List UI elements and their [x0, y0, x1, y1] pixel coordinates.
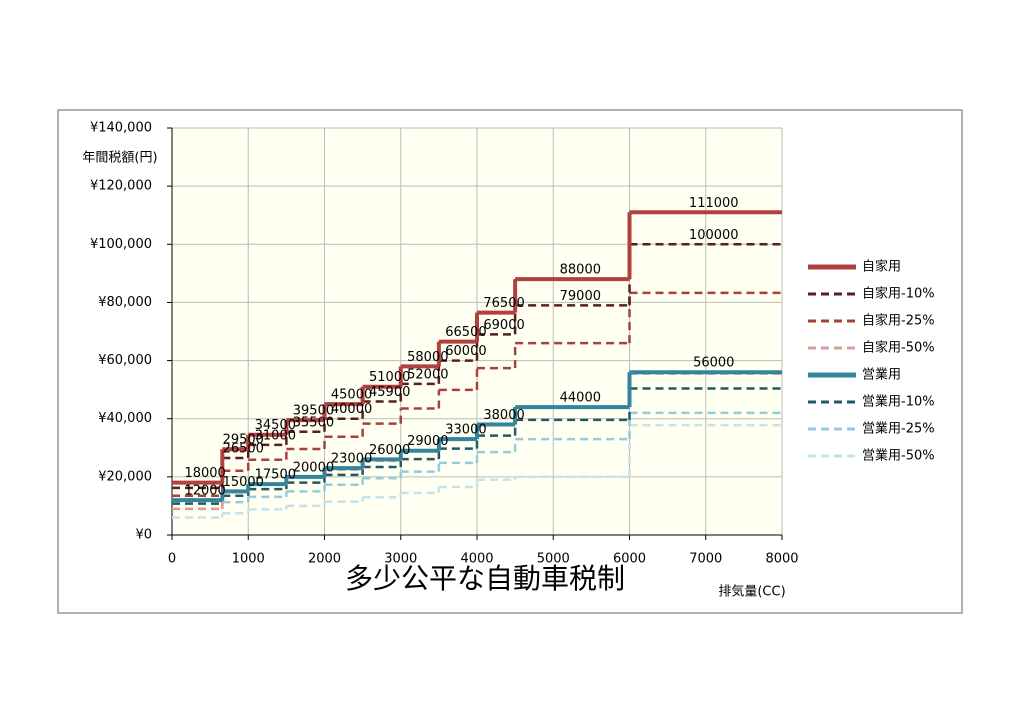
data-label: 26000	[369, 443, 410, 458]
data-label: 58000	[407, 350, 448, 365]
data-label: 23000	[331, 452, 372, 467]
data-label: 56000	[693, 356, 734, 371]
data-label: 88000	[560, 263, 601, 278]
data-label: 69000	[483, 318, 524, 333]
y-axis-title: 年間税額(円)	[82, 151, 157, 166]
data-label: 17500	[255, 468, 296, 483]
data-label: 38000	[483, 408, 524, 423]
data-label: 111000	[689, 196, 739, 211]
legend-label: 営業用-10%	[862, 394, 935, 410]
data-label: 40000	[331, 402, 372, 417]
legend-label: 自家用-50%	[862, 340, 935, 356]
x-tick-label: 5000	[537, 552, 570, 567]
data-label: 51000	[369, 370, 410, 385]
x-tick-label: 0	[168, 552, 176, 567]
data-label: 15000	[223, 475, 264, 490]
data-label: 29000	[407, 434, 448, 449]
data-label: 34500	[255, 418, 296, 433]
data-label: 39500	[293, 404, 334, 419]
y-tick-label: ¥40,000	[98, 411, 152, 426]
x-tick-label: 2000	[308, 552, 341, 567]
data-label: 12000	[184, 484, 225, 499]
data-label: 45000	[331, 388, 372, 403]
data-label: 79000	[560, 289, 601, 304]
data-label: 29500	[223, 433, 264, 448]
x-tick-label: 8000	[765, 552, 798, 567]
x-tick-label: 6000	[613, 552, 646, 567]
data-label: 20000	[293, 460, 334, 475]
y-tick-label: ¥100,000	[90, 237, 152, 252]
legend-label: 営業用-25%	[862, 421, 935, 437]
x-tick-label: 3000	[384, 552, 417, 567]
data-label: 44000	[560, 391, 601, 406]
data-label: 100000	[689, 228, 739, 243]
x-tick-label: 1000	[232, 552, 265, 567]
x-tick-label: 4000	[460, 552, 493, 567]
x-axis-title: 排気量(CC)	[718, 584, 785, 600]
legend-label: 営業用	[862, 367, 901, 383]
y-tick-label: ¥0	[135, 528, 152, 543]
x-tick-label: 7000	[689, 552, 722, 567]
legend-label: 自家用-25%	[862, 313, 935, 329]
data-label: 31000	[255, 428, 296, 443]
data-label: 45900	[369, 385, 410, 400]
data-label: 66500	[445, 325, 486, 340]
legend-label: 営業用-50%	[862, 448, 935, 464]
data-label: 26500	[223, 441, 264, 456]
chart-title: 多少公平な自動車税制	[345, 562, 625, 595]
legend-label: 自家用-10%	[862, 286, 935, 302]
y-tick-label: ¥20,000	[98, 469, 152, 484]
data-label: 76500	[483, 296, 524, 311]
y-tick-label: ¥120,000	[90, 179, 152, 194]
y-tick-label: ¥60,000	[98, 353, 152, 368]
data-label: 35500	[293, 415, 334, 430]
legend-label: 自家用	[862, 259, 901, 275]
data-label: 60000	[445, 344, 486, 359]
y-tick-label: ¥80,000	[98, 295, 152, 310]
data-label: 52000	[407, 367, 448, 382]
data-label: 33000	[445, 423, 486, 438]
y-tick-label: ¥140,000	[90, 121, 152, 136]
data-label: 18000	[184, 466, 225, 481]
